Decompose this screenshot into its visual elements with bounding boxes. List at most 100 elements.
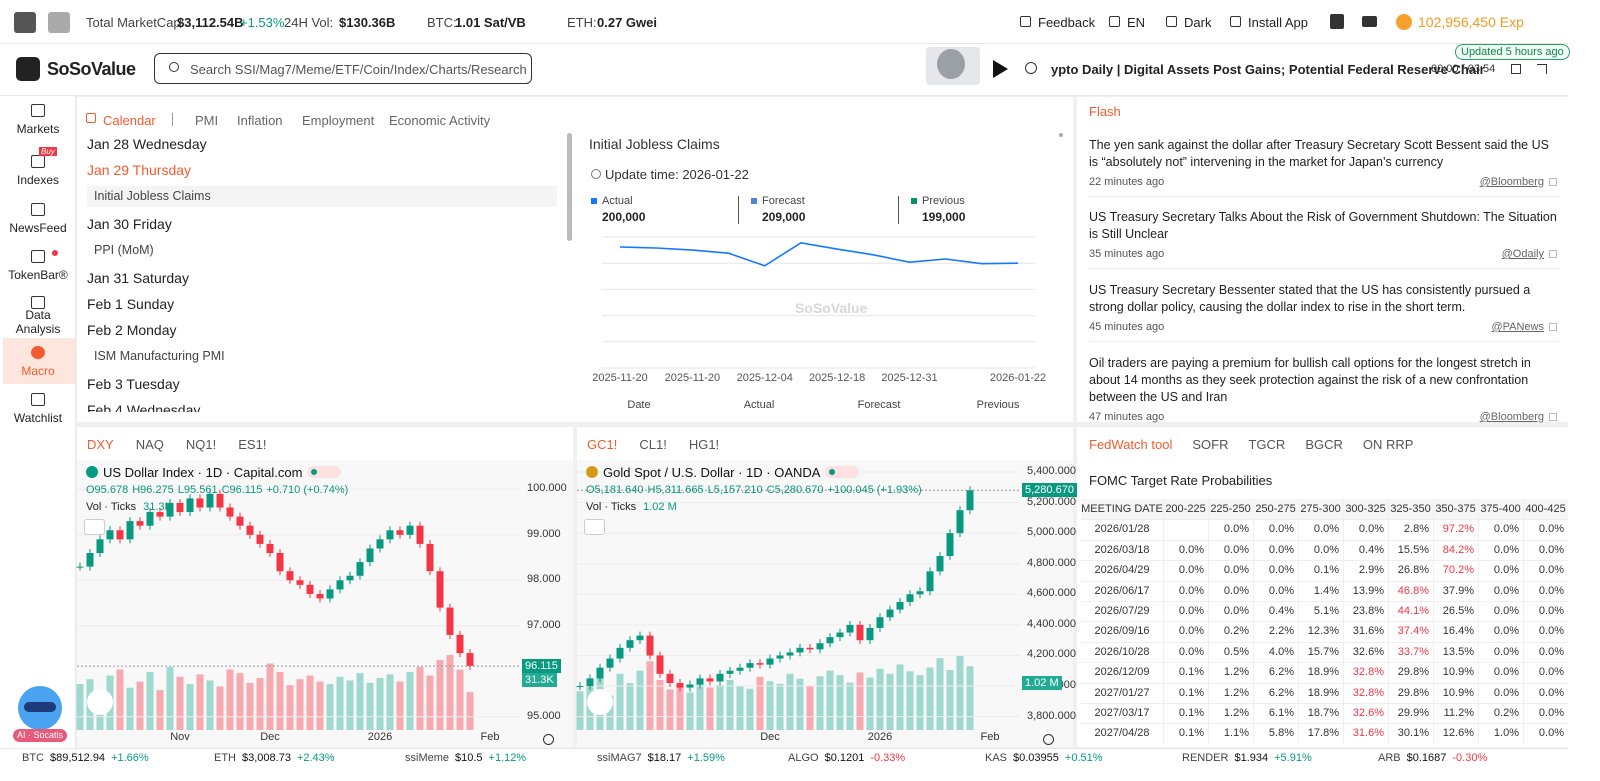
market-tab[interactable]: DXY: [87, 437, 114, 452]
table-cell: 15.5%: [1397, 543, 1429, 556]
table-cell: 0.0%: [1538, 584, 1564, 597]
market-tab[interactable]: GC1!: [587, 437, 618, 452]
ticker-item[interactable]: ARB $0.1687 -0.30%: [1378, 752, 1487, 764]
table-cell: 0.0%: [1178, 584, 1204, 597]
table-cell: 1.0%: [1493, 727, 1519, 740]
volume-bar: [306, 675, 314, 730]
fed-tab[interactable]: ON RRP: [1362, 437, 1414, 452]
back-button[interactable]: [14, 12, 36, 33]
volume-bar: [866, 677, 874, 730]
volume-bar: [236, 673, 244, 730]
y-tick-label: 4,200.000: [1027, 648, 1076, 661]
flash-text[interactable]: US Treasury Secretary Bessenter stated t…: [1089, 283, 1531, 314]
day[interactable]: Feb 3 Tuesday: [87, 376, 180, 392]
day[interactable]: Jan 30 Friday: [87, 216, 172, 232]
top-link[interactable]: EN: [1127, 15, 1146, 30]
event[interactable]: PPI (MoM): [94, 243, 154, 257]
table-cell: 16.4%: [1442, 625, 1474, 638]
collapse-button[interactable]: [84, 519, 105, 535]
candle-body: [936, 556, 944, 572]
candle-body: [216, 493, 224, 508]
flash-text[interactable]: The yen sank against the dollar after Tr…: [1089, 138, 1549, 169]
ticker-item[interactable]: ALGO $0.1201 -0.33%: [788, 752, 905, 764]
ticker-item[interactable]: KAS $0.03955 +0.51%: [985, 752, 1103, 764]
ticker-item[interactable]: RENDER $1.934 +5.91%: [1182, 752, 1312, 764]
table-cell: 0.4%: [1268, 605, 1294, 617]
table-cell: 2.9%: [1358, 564, 1384, 577]
market-tab[interactable]: CL1!: [639, 437, 667, 452]
fed-tab[interactable]: SOFR: [1192, 437, 1229, 452]
table-cell: 31.6%: [1352, 727, 1384, 740]
candle-body: [896, 601, 904, 610]
sidebar-item[interactable]: Macro: [21, 364, 55, 378]
table-cell: 0.0%: [1223, 523, 1249, 536]
flash-text[interactable]: Oil traders are paying a premium for bul…: [1089, 356, 1531, 404]
table-cell: 26.8%: [1397, 564, 1429, 577]
top-link[interactable]: Dark: [1184, 15, 1212, 30]
assistant-label[interactable]: AI · Socatis: [13, 729, 68, 742]
day[interactable]: Feb 4 Wednesday: [87, 402, 201, 412]
legend-divider: [898, 196, 899, 224]
forward-button[interactable]: [48, 12, 70, 33]
fed-tab[interactable]: BGCR: [1305, 437, 1343, 452]
calendar-tab[interactable]: Calendar: [103, 113, 156, 128]
table-cell: 32.6%: [1352, 645, 1384, 658]
ticker-item[interactable]: ETH $3,008.73 +2.43%: [214, 752, 335, 764]
top-link[interactable]: Feedback: [1038, 15, 1096, 30]
ticker-item[interactable]: BTC $89,512.94 +1.66%: [22, 752, 149, 764]
event[interactable]: ISM Manufacturing PMI: [94, 349, 225, 363]
table-cell: 2026/10/28: [1094, 645, 1150, 658]
calendar-tab[interactable]: Employment: [302, 113, 375, 128]
sidebar-item[interactable]: Markets: [16, 122, 60, 136]
top-link[interactable]: Install App: [1248, 15, 1308, 30]
flash-text[interactable]: US Treasury Secretary Talks About the Ri…: [1089, 210, 1557, 241]
table-cell: 2.2%: [1268, 625, 1294, 638]
day[interactable]: Feb 1 Sunday: [87, 296, 175, 312]
day[interactable]: Jan 31 Saturday: [87, 270, 189, 286]
candle-body: [336, 580, 344, 590]
day[interactable]: Jan 29 Thursday: [87, 162, 192, 178]
ticker-item[interactable]: ssiMAG7 $18.17 +1.59%: [597, 752, 725, 764]
table-header: 250-275: [1255, 503, 1296, 515]
chart-title: Gold Spot / U.S. Dollar · 1D · OANDA: [603, 465, 821, 480]
fed-tab[interactable]: FedWatch tool: [1089, 437, 1173, 452]
calendar-tab[interactable]: Economic Activity: [389, 113, 491, 128]
market-tab[interactable]: NAQ: [135, 437, 164, 452]
calendar-tab[interactable]: Inflation: [237, 113, 283, 128]
sidebar-icon: [31, 250, 45, 263]
table-cell: 0.2%: [1223, 625, 1249, 638]
table-cell: 0.0%: [1538, 686, 1564, 699]
podcast-title: ypto Daily | Digital Assets Post Gains; …: [1051, 62, 1485, 77]
y-tick-label: 5,400.000: [1027, 464, 1076, 477]
table-cell: 32.6%: [1352, 707, 1384, 719]
event[interactable]: Initial Jobless Claims: [94, 189, 211, 203]
market-tab[interactable]: HG1!: [688, 437, 720, 452]
ticker-item[interactable]: ssiMeme $10.5 +1.12%: [405, 752, 526, 764]
candle-body: [776, 655, 784, 659]
flash-source[interactable]: @Bloomberg: [1479, 411, 1544, 423]
volume-bar: [626, 683, 634, 730]
sidebar-item[interactable]: Watchlist: [13, 411, 63, 425]
play-button[interactable]: [993, 60, 1008, 78]
day[interactable]: Feb 2 Monday: [87, 322, 177, 338]
sidebar-item[interactable]: TokenBar®: [8, 268, 68, 282]
fed-tab[interactable]: TGCR: [1248, 437, 1286, 452]
calendar-tab[interactable]: PMI: [195, 113, 219, 128]
logo: SoSoValue: [47, 59, 136, 79]
candle-body: [576, 686, 584, 688]
flash-source[interactable]: @PANews: [1491, 321, 1544, 333]
collapse-button[interactable]: [584, 519, 605, 535]
sidebar-item[interactable]: Data Analysis: [15, 308, 61, 336]
sidebar-item[interactable]: Indexes: [16, 173, 60, 187]
market-tab[interactable]: ES1!: [238, 437, 267, 452]
market-tab[interactable]: NQ1!: [185, 437, 217, 452]
volume-bar: [706, 687, 714, 730]
day[interactable]: Jan 28 Wednesday: [87, 136, 207, 152]
flash-source[interactable]: @Bloomberg: [1479, 176, 1544, 188]
flash-source[interactable]: @Odaily: [1501, 248, 1544, 260]
volume-bar: [196, 674, 204, 730]
sidebar-item[interactable]: NewsFeed: [9, 221, 67, 235]
search-box[interactable]: [154, 53, 532, 84]
candle-body: [876, 617, 884, 628]
table-header-bg: [1081, 499, 1568, 520]
